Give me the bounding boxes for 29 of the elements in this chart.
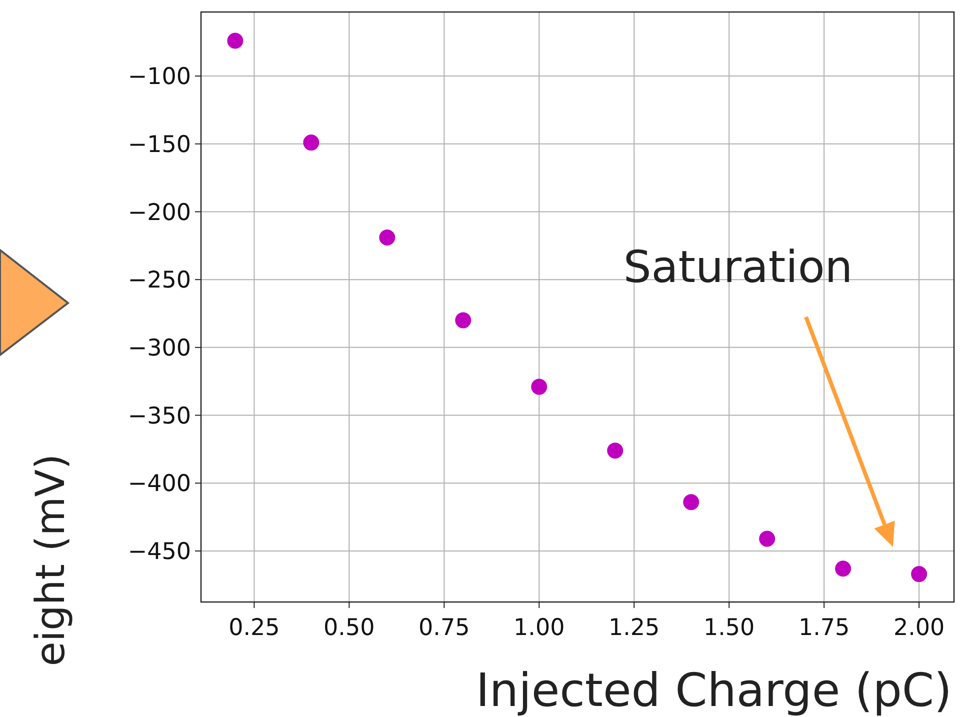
x-tick-label: 2.00: [893, 615, 945, 641]
point: [759, 530, 776, 547]
x-axis-title: Injected Charge (pC): [476, 663, 952, 717]
x-tick-label: 0.25: [228, 615, 280, 641]
x-tick-label: 1.00: [514, 615, 565, 641]
x-tick-label: 1.50: [703, 615, 755, 641]
x-tick-label: 1.75: [798, 615, 850, 641]
y-tick-label: −250: [128, 268, 191, 294]
point: [303, 134, 320, 151]
point: [379, 230, 396, 246]
y-tick-label: −100: [128, 64, 191, 90]
x-tick-label: 0.75: [418, 615, 470, 641]
y-tick-label: −450: [128, 539, 191, 566]
point: [835, 560, 852, 577]
y-tick-label: −150: [128, 132, 191, 158]
y-tick-label: −300: [128, 335, 191, 362]
annotation: Saturation: [623, 242, 853, 293]
y-tick-label: −350: [128, 403, 191, 430]
point: [911, 566, 928, 582]
point: [455, 312, 472, 328]
point: [227, 32, 244, 49]
y-tick-label: −400: [128, 471, 191, 498]
y-tick-label: −200: [128, 200, 191, 226]
point: [531, 378, 548, 395]
x-tick-label: 0.50: [324, 615, 375, 641]
point: [607, 442, 624, 459]
x-tick-label: 1.25: [608, 615, 660, 641]
point: [683, 494, 700, 510]
y-axis-title: eight (mV): [28, 454, 74, 666]
